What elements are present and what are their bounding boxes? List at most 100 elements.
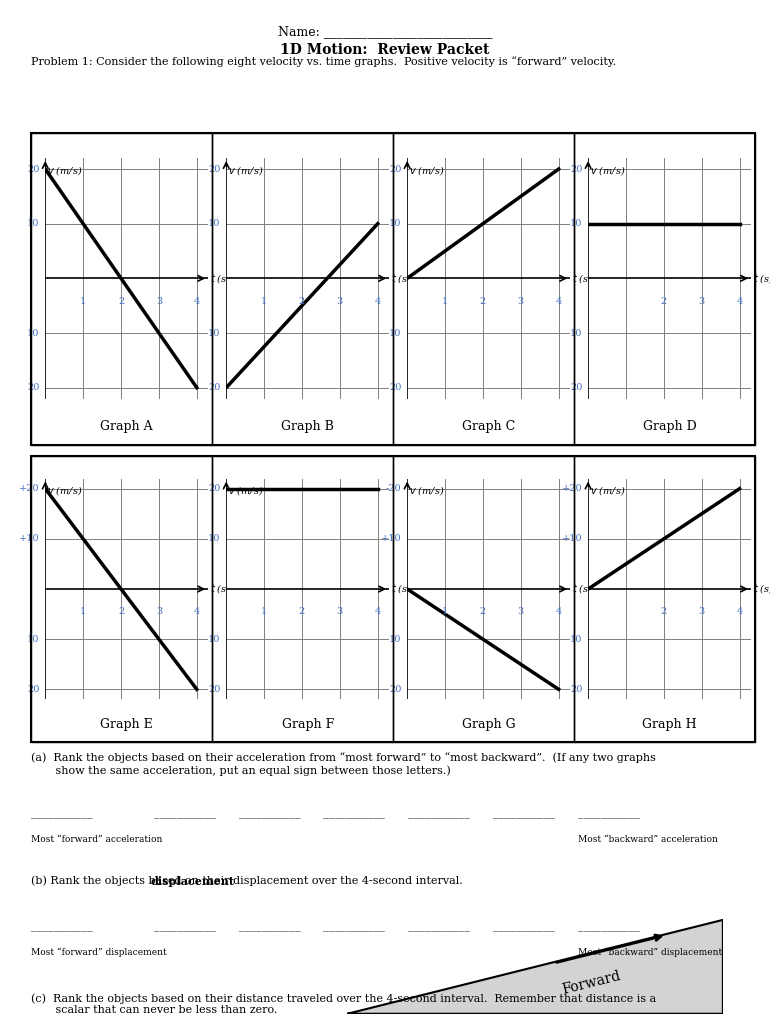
Text: (a)  Rank the objects based on their acceleration from “most forward” to “most b: (a) Rank the objects based on their acce… — [31, 753, 656, 776]
Text: 20: 20 — [208, 685, 220, 694]
Text: ___________: ___________ — [578, 922, 639, 932]
Text: Graph D: Graph D — [643, 420, 696, 433]
Text: 3: 3 — [698, 606, 705, 615]
Text: $v$ (m/s): $v$ (m/s) — [590, 483, 625, 497]
Text: +10: +10 — [562, 535, 582, 544]
Text: Graph E: Graph E — [100, 718, 153, 731]
Text: 10: 10 — [208, 635, 220, 644]
Text: Most “forward” acceleration: Most “forward” acceleration — [31, 835, 162, 844]
Text: 2: 2 — [118, 606, 124, 615]
Text: 4: 4 — [374, 298, 381, 306]
Text: 2: 2 — [661, 606, 667, 615]
Text: 10: 10 — [27, 219, 39, 228]
Text: $v$ (m/s): $v$ (m/s) — [47, 483, 82, 497]
Text: ___________: ___________ — [323, 809, 385, 819]
Text: ___________: ___________ — [493, 922, 554, 932]
Text: 10: 10 — [389, 329, 401, 338]
Text: 10: 10 — [570, 635, 582, 644]
Text: 2: 2 — [299, 298, 305, 306]
Text: $v$ (m/s): $v$ (m/s) — [409, 483, 444, 497]
Text: 4: 4 — [555, 606, 562, 615]
Text: Most “backward” displacement: Most “backward” displacement — [578, 947, 721, 956]
Text: ___________: ___________ — [408, 922, 470, 932]
Text: $t$ (s): $t$ (s) — [753, 583, 770, 596]
Text: 2: 2 — [480, 298, 486, 306]
Text: Graph C: Graph C — [462, 420, 515, 433]
Text: 20: 20 — [570, 165, 582, 173]
Text: 20: 20 — [208, 484, 220, 494]
Text: Graph G: Graph G — [462, 718, 515, 731]
Text: 1D Motion:  Review Packet: 1D Motion: Review Packet — [280, 43, 490, 57]
Text: $v$ (m/s): $v$ (m/s) — [47, 164, 82, 176]
Text: 10: 10 — [27, 329, 39, 338]
Text: 2: 2 — [118, 298, 124, 306]
Text: 10: 10 — [389, 635, 401, 644]
Text: 4: 4 — [193, 606, 200, 615]
Text: 1: 1 — [261, 606, 267, 615]
Text: ___________: ___________ — [154, 809, 216, 819]
Text: 20: 20 — [208, 165, 220, 173]
Text: 3: 3 — [698, 298, 705, 306]
Text: +10: +10 — [19, 535, 39, 544]
Text: 1: 1 — [80, 606, 86, 615]
Text: 3: 3 — [517, 606, 524, 615]
Text: 1: 1 — [261, 298, 267, 306]
Text: 20: 20 — [27, 383, 39, 392]
Text: 4: 4 — [193, 298, 200, 306]
Text: 10: 10 — [208, 219, 220, 228]
Text: 10: 10 — [570, 219, 582, 228]
Text: $t$ (s): $t$ (s) — [391, 583, 412, 596]
Text: $t$ (s): $t$ (s) — [210, 583, 231, 596]
Text: (c)  Rank the objects based on their distance traveled over the 4-second interva: (c) Rank the objects based on their dist… — [31, 993, 656, 1016]
Text: -20: -20 — [386, 484, 401, 494]
Text: Forward: Forward — [561, 969, 622, 996]
Text: 4: 4 — [374, 606, 381, 615]
Text: 2: 2 — [299, 606, 305, 615]
Text: +20: +20 — [562, 484, 582, 494]
Text: 2: 2 — [480, 606, 486, 615]
Text: Most “backward” acceleration: Most “backward” acceleration — [578, 835, 718, 844]
Text: 3: 3 — [156, 298, 162, 306]
Text: 10: 10 — [389, 219, 401, 228]
Text: $v$ (m/s): $v$ (m/s) — [228, 483, 263, 497]
Text: $t$ (s): $t$ (s) — [572, 272, 593, 285]
Text: 20: 20 — [389, 165, 401, 173]
Text: $t$ (s): $t$ (s) — [210, 272, 231, 285]
Text: ___________: ___________ — [31, 922, 92, 932]
Text: ___________: ___________ — [493, 809, 554, 819]
Text: Graph B: Graph B — [281, 420, 334, 433]
Text: displacement: displacement — [150, 876, 234, 887]
Text: 20: 20 — [570, 685, 582, 694]
Text: +10: +10 — [381, 535, 401, 544]
Text: Graph F: Graph F — [282, 718, 333, 731]
Text: Graph A: Graph A — [100, 420, 153, 433]
Text: ___________: ___________ — [239, 809, 300, 819]
Text: Most “forward” displacement: Most “forward” displacement — [31, 947, 166, 956]
Text: ___________: ___________ — [323, 922, 385, 932]
Text: $v$ (m/s): $v$ (m/s) — [409, 164, 444, 176]
Text: 3: 3 — [336, 298, 343, 306]
Text: Name: ___________________________: Name: ___________________________ — [278, 26, 492, 39]
Text: 3: 3 — [156, 606, 162, 615]
Text: $t$ (s): $t$ (s) — [572, 583, 593, 596]
Text: 2: 2 — [661, 298, 667, 306]
Text: ___________: ___________ — [239, 922, 300, 932]
Text: +20: +20 — [19, 484, 39, 494]
Text: $v$ (m/s): $v$ (m/s) — [590, 164, 625, 176]
Text: 1: 1 — [442, 606, 448, 615]
Text: 10: 10 — [208, 329, 220, 338]
Text: 20: 20 — [570, 383, 582, 392]
Text: ___________: ___________ — [578, 809, 639, 819]
Text: 4: 4 — [555, 298, 562, 306]
Text: 20: 20 — [27, 685, 39, 694]
Text: 3: 3 — [517, 298, 524, 306]
Text: 1: 1 — [80, 298, 86, 306]
Text: 4: 4 — [736, 606, 743, 615]
Text: $t$ (s): $t$ (s) — [753, 272, 770, 285]
Text: ___________: ___________ — [154, 922, 216, 932]
Text: 20: 20 — [389, 383, 401, 392]
Text: 4: 4 — [736, 298, 743, 306]
Text: $v$ (m/s): $v$ (m/s) — [228, 164, 263, 176]
Text: 10: 10 — [208, 535, 220, 544]
Text: ___________: ___________ — [31, 809, 92, 819]
